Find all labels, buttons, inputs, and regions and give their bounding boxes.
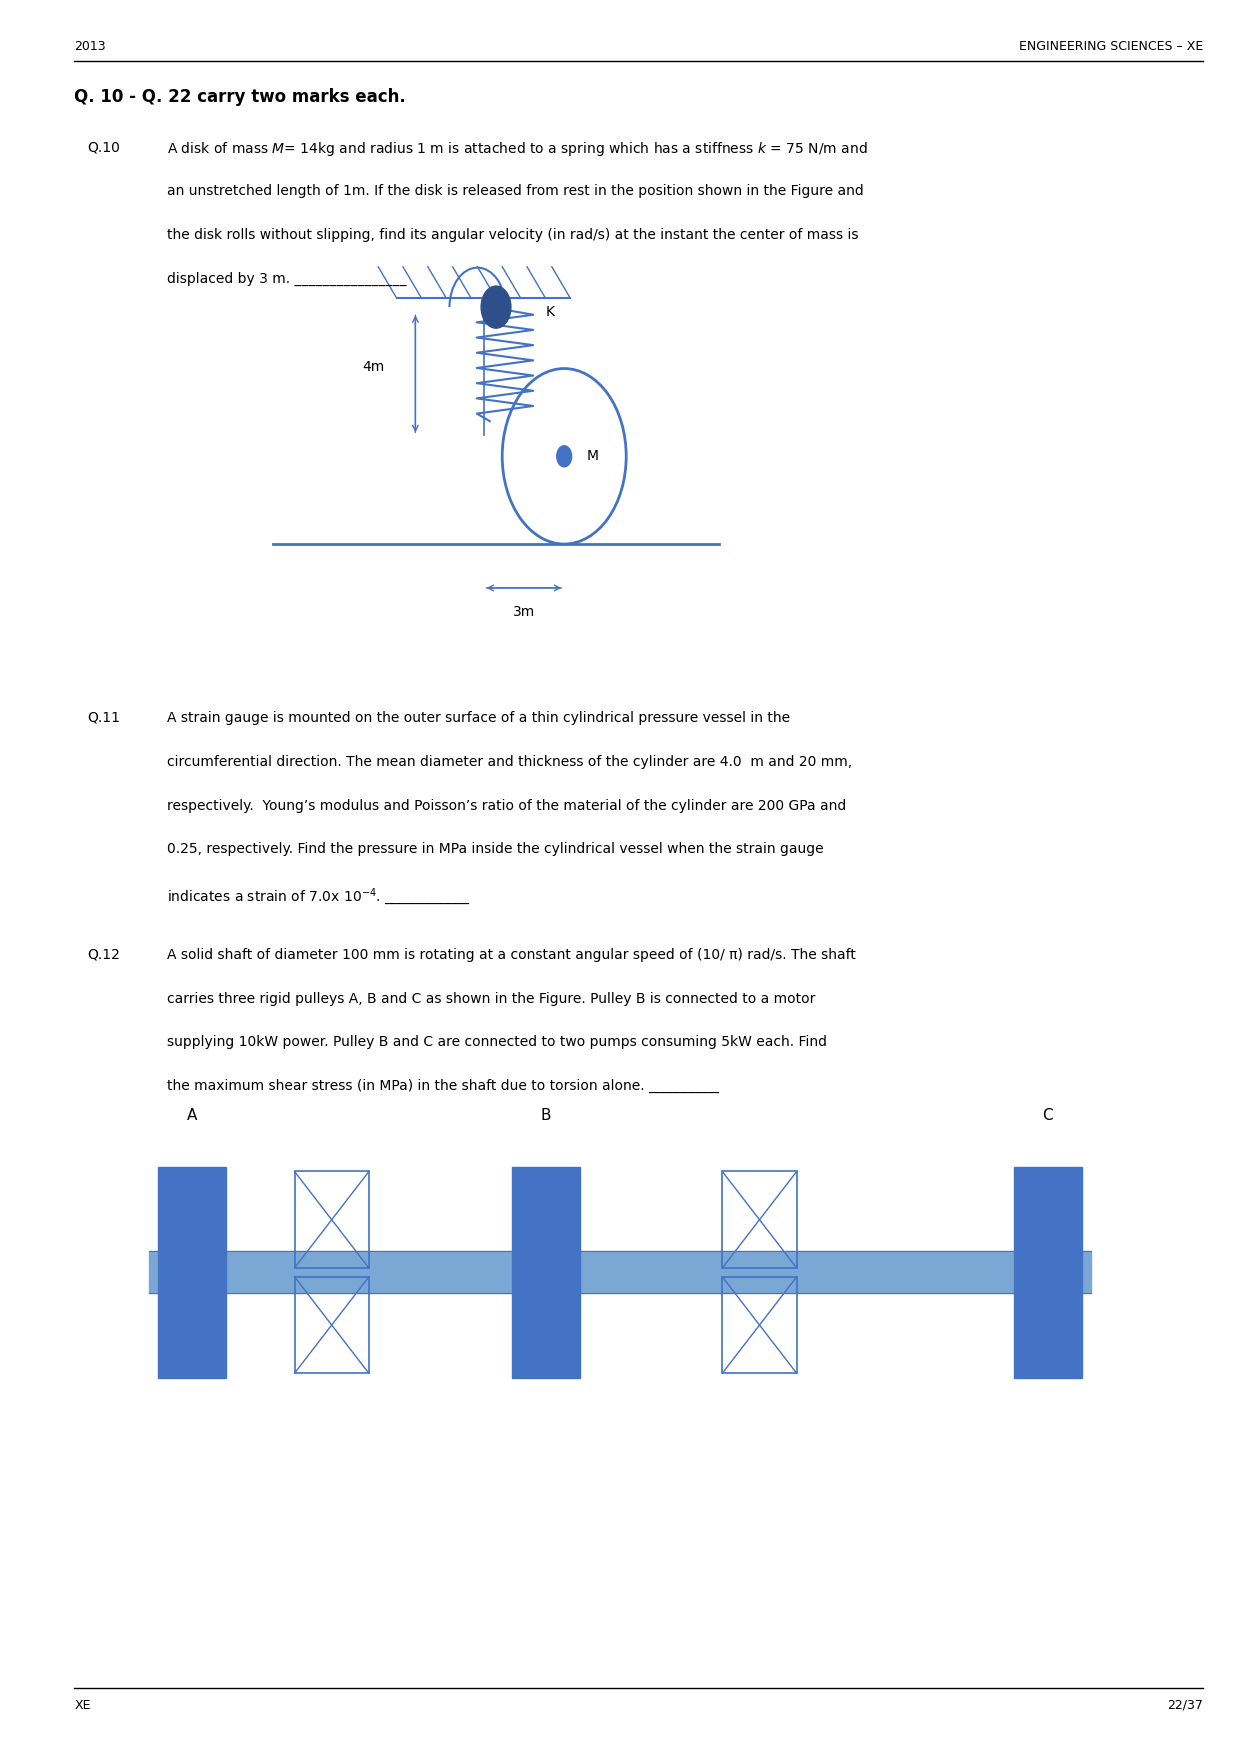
Text: carries three rigid pulleys A, B and C as shown in the Figure. Pulley B is conne: carries three rigid pulleys A, B and C a… [167, 992, 816, 1006]
Text: ENGINEERING SCIENCES – XE: ENGINEERING SCIENCES – XE [1018, 40, 1203, 53]
Text: the disk rolls without slipping, find its angular velocity (in rad/s) at the ins: the disk rolls without slipping, find it… [167, 228, 859, 242]
Bar [295, 1278, 370, 1372]
Text: A: A [187, 1107, 197, 1123]
Text: 3m: 3m [513, 605, 534, 620]
Circle shape [557, 446, 572, 467]
Text: Q.11: Q.11 [87, 711, 120, 725]
Text: respectively.  Young’s modulus and Poisson’s ratio of the material of the cylind: respectively. Young’s modulus and Poisso… [167, 799, 847, 813]
Bar [511, 1167, 580, 1378]
Bar [722, 1172, 796, 1267]
Bar [159, 1167, 226, 1378]
Text: C: C [1043, 1107, 1053, 1123]
Bar [722, 1278, 796, 1372]
Text: indicates a strain of 7.0x 10$^{-4}$. ____________: indicates a strain of 7.0x 10$^{-4}$. __… [167, 886, 470, 907]
Text: A disk of mass $M$= 14kg and radius 1 m is attached to a spring which has a stif: A disk of mass $M$= 14kg and radius 1 m … [167, 140, 868, 158]
Text: circumferential direction. The mean diameter and thickness of the cylinder are 4: circumferential direction. The mean diam… [167, 755, 853, 769]
Text: 4m: 4m [362, 360, 384, 374]
Text: an unstretched length of 1m. If the disk is released from rest in the position s: an unstretched length of 1m. If the disk… [167, 184, 864, 198]
Text: K: K [546, 305, 554, 318]
Text: Q.10: Q.10 [87, 140, 120, 154]
Text: Q.12: Q.12 [87, 948, 120, 962]
Text: 2013: 2013 [74, 40, 107, 53]
Text: XE: XE [74, 1699, 91, 1711]
Bar [1014, 1167, 1081, 1378]
Text: A solid shaft of diameter 100 mm is rotating at a constant angular speed of (10/: A solid shaft of diameter 100 mm is rota… [167, 948, 857, 962]
Text: displaced by 3 m. ________________: displaced by 3 m. ________________ [167, 272, 407, 286]
Text: 22/37: 22/37 [1167, 1699, 1203, 1711]
Bar [295, 1172, 370, 1267]
Text: A strain gauge is mounted on the outer surface of a thin cylindrical pressure ve: A strain gauge is mounted on the outer s… [167, 711, 791, 725]
Circle shape [481, 286, 511, 328]
Text: M: M [587, 449, 599, 463]
Text: supplying 10kW power. Pulley B and C are connected to two pumps consuming 5kW ea: supplying 10kW power. Pulley B and C are… [167, 1035, 827, 1049]
Text: the maximum shear stress (in MPa) in the shaft due to torsion alone. __________: the maximum shear stress (in MPa) in the… [167, 1079, 719, 1093]
Text: B: B [541, 1107, 551, 1123]
Text: 0.25, respectively. Find the pressure in MPa inside the cylindrical vessel when : 0.25, respectively. Find the pressure in… [167, 842, 825, 856]
Text: Q. 10 - Q. 22 carry two marks each.: Q. 10 - Q. 22 carry two marks each. [74, 88, 407, 105]
Bar [149, 1251, 1091, 1293]
